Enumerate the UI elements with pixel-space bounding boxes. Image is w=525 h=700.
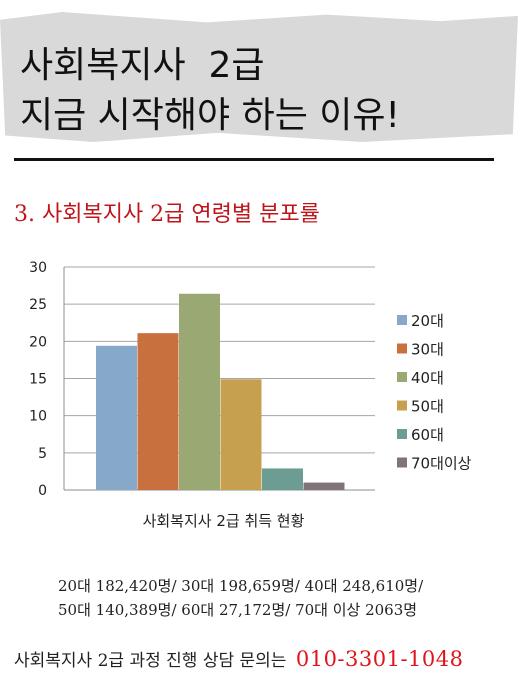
legend-swatch: [397, 372, 407, 382]
y-tick-label: 30: [29, 260, 47, 276]
legend-entry: 20대: [411, 312, 444, 330]
divider: [14, 158, 494, 161]
y-tick-label: 15: [29, 372, 47, 388]
legend-entry: 70대이상: [411, 455, 472, 473]
legend-entry: 60대: [411, 426, 444, 444]
phone-number[interactable]: 010-3301-1048: [295, 647, 464, 671]
legend-swatch: [397, 315, 407, 325]
y-tick-label: 0: [38, 483, 47, 499]
bar-70대이상: [303, 482, 345, 490]
x-axis-title: 사회복지사 2급 취득 현황: [143, 512, 305, 530]
y-tick-label: 20: [29, 334, 47, 350]
header-banner: [0, 12, 518, 142]
headline-line-2: 지금 시작해야 하는 이유!: [20, 95, 400, 136]
contact-line: 사회복지사 2급 과정 진행 상담 문의는 010-3301-1048: [14, 646, 464, 671]
bar-50대: [220, 379, 262, 490]
y-tick-label: 5: [38, 446, 47, 462]
age-distribution-chart: 0 5 10 15 20 25 30 사회복지사 2급 취득 현황 20대 30대 40대 50대 60…: [29, 260, 472, 530]
bar-30대: [137, 333, 179, 490]
y-tick-label: 10: [29, 409, 47, 425]
legend-swatch: [397, 343, 407, 354]
stats-line-2: 50대 140,389명/ 60대 27,172명/ 70대 이상 2063명: [58, 601, 418, 619]
stats-block: 20대 182,420명/ 30대 198,659명/ 40대 248,610명…: [58, 574, 423, 622]
section-subtitle: 3. 사회복지사 2급 연령별 분포률: [14, 202, 320, 227]
contact-text: 사회복지사 2급 과정 진행 상담 문의는: [14, 651, 287, 671]
headline-line-1: 사회복지사 2급: [20, 45, 265, 86]
legend-swatch: [397, 429, 407, 439]
legend-entry: 30대: [411, 341, 444, 359]
y-tick-label: 25: [29, 297, 47, 313]
legend-swatch: [397, 400, 407, 411]
legend-entry: 50대: [411, 398, 444, 416]
legend-swatch: [397, 457, 407, 468]
bar-60대: [262, 468, 303, 490]
bar-20대: [96, 345, 137, 490]
stats-line-1: 20대 182,420명/ 30대 198,659명/ 40대 248,610명…: [58, 577, 424, 595]
bar-40대: [179, 293, 220, 490]
legend-entry: 40대: [411, 369, 444, 387]
